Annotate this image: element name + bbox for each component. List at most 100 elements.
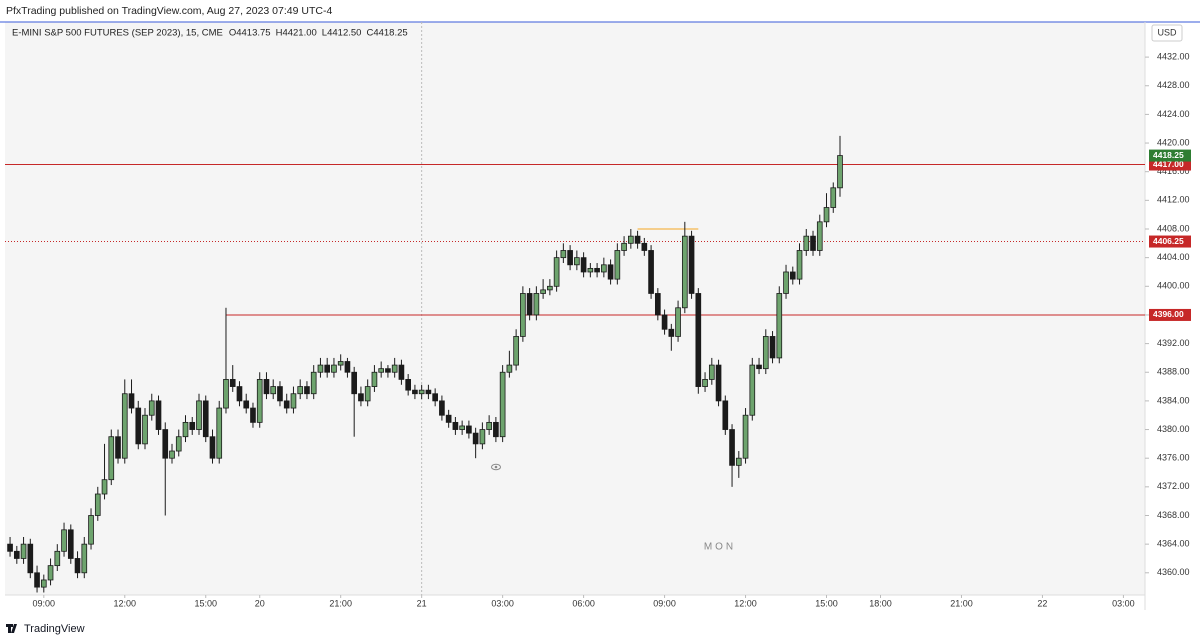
level-label: 4406.25 xyxy=(1153,236,1184,246)
y-tick-label: 4420.00 xyxy=(1157,137,1190,147)
candle-body xyxy=(337,361,344,366)
candle-body xyxy=(101,479,108,495)
candle-body xyxy=(735,457,742,466)
candle-body xyxy=(439,400,445,416)
candle-body xyxy=(432,393,438,402)
candle-body xyxy=(803,235,810,251)
candle-body xyxy=(202,400,209,438)
x-tick-label: 12:00 xyxy=(114,598,137,608)
candle-body xyxy=(88,515,94,545)
candle-body xyxy=(40,579,47,588)
level-label: 4417.00 xyxy=(1153,159,1184,169)
candle-body xyxy=(783,271,789,294)
legend-value: 4412.50 xyxy=(327,28,361,39)
x-tick-label: 15:00 xyxy=(194,598,217,608)
candle-body xyxy=(283,400,290,409)
candle-body xyxy=(398,364,405,380)
level-label-box xyxy=(1149,235,1191,248)
candle-body xyxy=(115,436,121,459)
candle-body xyxy=(371,371,378,387)
candle-body xyxy=(54,550,61,567)
candle-body xyxy=(823,207,830,223)
legend-title: E-MINI S&P 500 FUTURES (SEP 2023), 15, C… xyxy=(12,28,223,39)
x-tick-label: 03:00 xyxy=(491,598,514,608)
legend-key: L xyxy=(322,28,327,39)
candle-body xyxy=(675,307,681,337)
candle-body xyxy=(121,393,128,459)
level-label-box xyxy=(1149,308,1191,321)
candle-body xyxy=(310,371,317,395)
candle-body xyxy=(47,565,54,581)
candle-body xyxy=(580,257,587,273)
candle-body xyxy=(277,386,283,402)
logo xyxy=(6,624,17,633)
candle-body xyxy=(574,257,580,266)
candle-body xyxy=(668,328,675,337)
candle-body xyxy=(81,543,88,574)
candle-body xyxy=(607,264,614,280)
candle-body xyxy=(708,364,715,380)
footer-brand: TradingView xyxy=(24,623,85,635)
candle-body xyxy=(324,364,331,373)
candle-body xyxy=(263,379,270,395)
currency-box xyxy=(1151,24,1183,42)
candle-body xyxy=(108,436,115,481)
candle-body xyxy=(513,336,519,366)
candle-body xyxy=(209,436,216,459)
candle-body xyxy=(67,529,74,559)
candle-body xyxy=(270,386,277,395)
x-tick-label: 18:00 xyxy=(869,598,892,608)
x-tick-label: 21:00 xyxy=(329,598,352,608)
candle-body xyxy=(425,389,432,395)
x-tick-label: 09:00 xyxy=(653,598,676,608)
candle-body xyxy=(634,235,641,244)
candle-body xyxy=(148,400,155,416)
candle-body xyxy=(243,400,250,409)
y-tick-label: 4408.00 xyxy=(1157,223,1190,233)
candle-body xyxy=(567,250,573,266)
y-tick-label: 4432.00 xyxy=(1157,51,1190,61)
candle-body xyxy=(506,364,513,373)
y-tick-label: 4412.00 xyxy=(1157,195,1190,205)
candle-body xyxy=(142,414,148,445)
candle-body xyxy=(621,242,627,251)
y-tick-label: 4400.00 xyxy=(1157,281,1190,291)
candle-body xyxy=(196,400,202,430)
candle-body xyxy=(189,421,196,430)
level-label: 4396.00 xyxy=(1153,309,1184,319)
candle-body xyxy=(695,293,702,387)
candle-body xyxy=(601,264,607,273)
candle-body xyxy=(594,267,600,273)
x-tick-label: 15:00 xyxy=(815,598,838,608)
y-tick-label: 4384.00 xyxy=(1157,395,1190,405)
candle-body xyxy=(526,293,533,316)
candle-body xyxy=(317,364,324,373)
legend-key: H xyxy=(276,28,283,39)
candle-body xyxy=(412,389,418,395)
candle-body xyxy=(729,429,735,466)
y-tick-label: 4416.00 xyxy=(1157,166,1190,176)
candle-body xyxy=(654,293,661,316)
candle-body xyxy=(229,379,236,387)
candle-body xyxy=(61,529,67,552)
candle-body xyxy=(351,371,358,395)
legend-key: C xyxy=(366,28,373,39)
candle-body xyxy=(648,250,654,294)
candle-body xyxy=(533,293,540,316)
candle-body xyxy=(256,379,263,423)
candle-body xyxy=(466,425,472,434)
candle-body xyxy=(391,364,398,373)
candle-body xyxy=(520,293,526,337)
candle-body xyxy=(796,250,803,280)
header: PfxTrading published on TradingView.com,… xyxy=(6,5,332,17)
candle-body xyxy=(418,389,425,395)
candle-body xyxy=(175,436,182,452)
candle-body xyxy=(641,242,648,251)
candle-body xyxy=(472,432,479,445)
candle-body xyxy=(587,267,594,273)
legend-value: 4421.00 xyxy=(282,28,316,39)
candle-body xyxy=(135,407,142,445)
candle-body xyxy=(810,235,816,251)
candle-body xyxy=(162,429,169,459)
